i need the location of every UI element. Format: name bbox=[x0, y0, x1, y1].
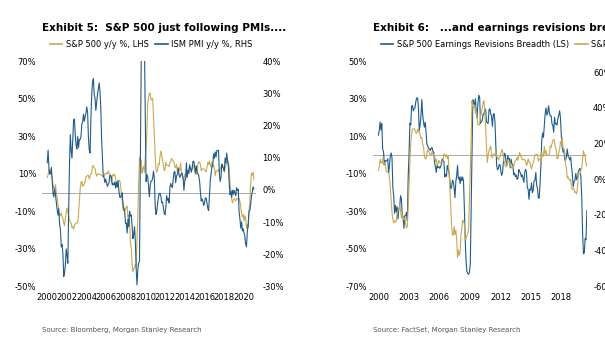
Legend: S&P 500 y/y %, LHS, ISM PMI y/y %, RHS: S&P 500 y/y %, LHS, ISM PMI y/y %, RHS bbox=[47, 36, 256, 52]
Text: Source: Bloomberg, Morgan Stanley Research: Source: Bloomberg, Morgan Stanley Resear… bbox=[42, 327, 202, 333]
Text: Exhibit 6:   ...and earnings revisions breadth: Exhibit 6: ...and earnings revisions bre… bbox=[373, 23, 605, 33]
Legend: S&P 500 Earnings Revisions Breadth (LS), S&P 500 Y/Y (RS): S&P 500 Earnings Revisions Breadth (LS),… bbox=[378, 36, 605, 52]
Text: Source: FactSet, Morgan Stanley Research: Source: FactSet, Morgan Stanley Research bbox=[373, 327, 521, 333]
Text: Exhibit 5:  S&P 500 just following PMIs....: Exhibit 5: S&P 500 just following PMIs..… bbox=[42, 23, 287, 33]
